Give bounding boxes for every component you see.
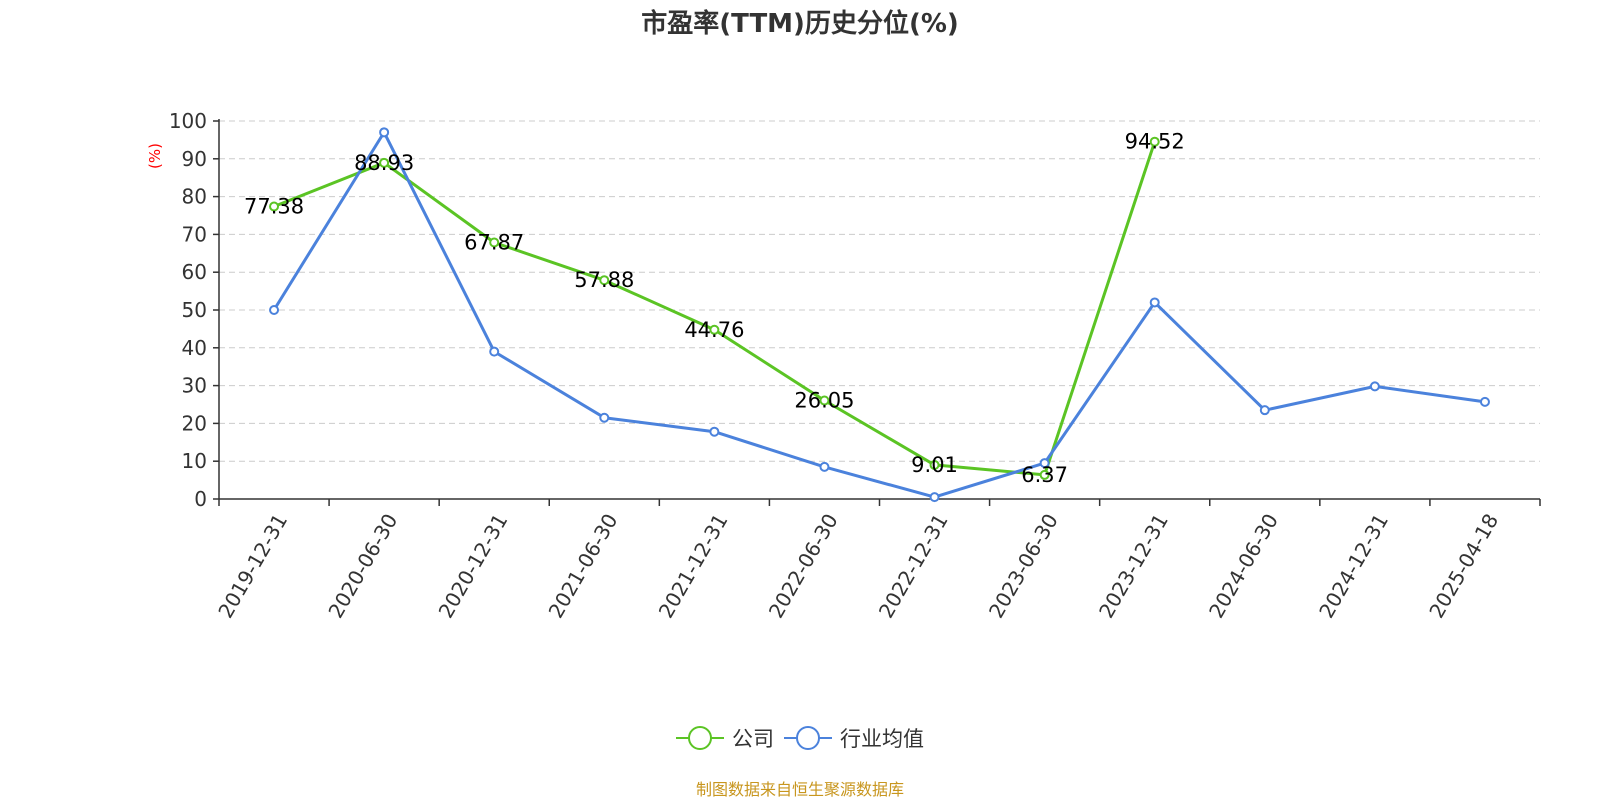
axes: 0 10 20 30 40 50 60 70 80 90 100 2019-12-31 2020-06-… [169, 109, 1541, 623]
data-point[interactable] [929, 492, 940, 503]
x-tick-label: 2021-06-30 [544, 510, 623, 623]
x-tick-label: 2020-06-30 [323, 510, 402, 623]
data-point[interactable] [709, 426, 720, 437]
data-point[interactable] [819, 461, 830, 472]
y-tick-label: 30 [182, 374, 207, 398]
y-tick-label: 40 [182, 336, 207, 360]
data-point[interactable] [1149, 297, 1160, 308]
data-point[interactable] [1369, 381, 1380, 392]
data-point[interactable] [1259, 405, 1270, 416]
x-tick-label: 2024-12-31 [1314, 510, 1393, 623]
series-layer [269, 127, 1490, 503]
y-tick-label: 80 [182, 185, 207, 209]
y-tick-label: 50 [182, 298, 207, 322]
data-point[interactable] [489, 346, 500, 357]
data-label: 88.93 [354, 151, 414, 175]
y-tick-label: 100 [169, 109, 207, 133]
y-axis-label: (%) [146, 143, 164, 169]
data-point[interactable] [709, 324, 720, 335]
data-label: 57.88 [574, 268, 634, 292]
data-point[interactable] [929, 459, 940, 470]
data-point[interactable] [379, 157, 390, 168]
x-tick-label: 2024-06-30 [1204, 510, 1283, 623]
data-point[interactable] [1149, 136, 1160, 147]
data-point[interactable] [269, 305, 280, 315]
legend-item-1[interactable]: 行业均值 [784, 726, 924, 751]
grid [219, 120, 1540, 462]
data-point[interactable] [269, 201, 280, 212]
data-label: 44.76 [684, 318, 744, 342]
data-label: 6.37 [1021, 463, 1068, 487]
y-tick-label: 20 [182, 411, 207, 435]
x-tick-label: 2023-12-31 [1094, 510, 1173, 623]
source-note: 制图数据来自恒生聚源数据库 [696, 780, 904, 799]
data-labels: 77.38 88.93 67.87 57.88 44.76 26.05 9.01 6.37 94… [244, 130, 1185, 487]
x-tick-label: 2019-12-31 [213, 510, 292, 623]
data-point[interactable] [1039, 469, 1050, 480]
y-tick-label: 0 [194, 487, 207, 511]
x-tick-label: 2021-12-31 [654, 510, 733, 623]
x-tick-label: 2025-04-18 [1424, 510, 1503, 623]
data-point[interactable] [599, 412, 610, 423]
y-tick-label: 60 [182, 260, 207, 284]
legend-swatch-marker [796, 726, 820, 750]
data-label: 26.05 [794, 389, 854, 413]
data-point[interactable] [1039, 458, 1050, 469]
data-point[interactable] [819, 395, 830, 406]
x-tick-label: 2023-06-30 [984, 510, 1063, 623]
series-line-1 [272, 130, 1486, 499]
data-point[interactable] [599, 275, 610, 286]
legend-item-0[interactable]: 公司 [676, 726, 774, 751]
legend-label: 公司 [732, 727, 774, 751]
data-point[interactable] [489, 237, 500, 248]
y-tick-label: 70 [182, 222, 207, 246]
legend-swatch-marker [688, 726, 712, 750]
data-label: 94.52 [1125, 130, 1185, 154]
x-tick-label: 2020-12-31 [433, 510, 512, 623]
legend[interactable]: 公司 行业均值 [676, 726, 924, 751]
data-label: 77.38 [244, 195, 304, 219]
chart-title: 市盈率(TTM)历史分位(%) [641, 8, 959, 39]
y-tick-label: 90 [182, 147, 207, 171]
legend-label: 行业均值 [840, 727, 924, 751]
data-point[interactable] [1479, 396, 1490, 407]
y-tick-label: 10 [182, 449, 207, 473]
series-line-0 [273, 141, 1157, 477]
x-tick-label: 2022-06-30 [764, 510, 843, 623]
data-point[interactable] [379, 127, 390, 138]
data-label: 67.87 [464, 230, 524, 254]
data-label: 9.01 [911, 453, 958, 477]
x-tick-label: 2022-12-31 [874, 510, 953, 623]
